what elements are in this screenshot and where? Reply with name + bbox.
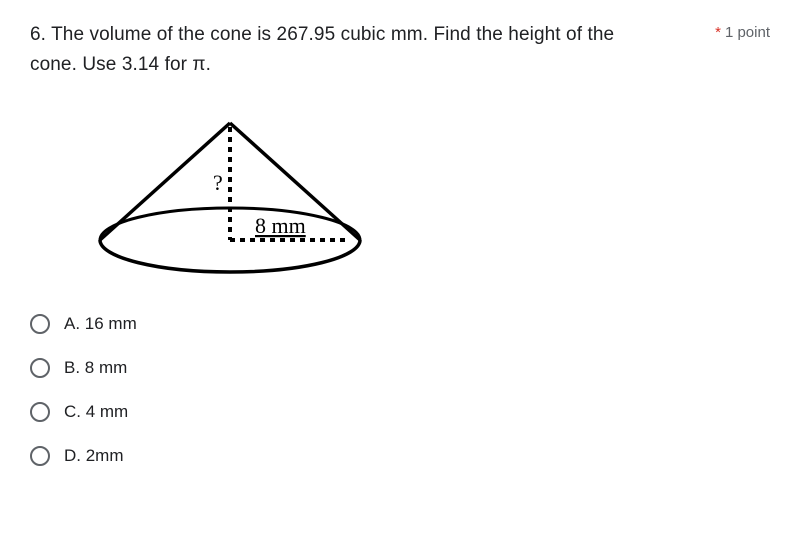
option-c[interactable]: C. 4 mm: [30, 402, 770, 422]
option-label: B. 8 mm: [64, 358, 127, 378]
left-slant: [100, 123, 230, 240]
cone-svg: ? 8 mm: [70, 105, 390, 285]
options-group: A. 16 mm B. 8 mm C. 4 mm D. 2mm: [30, 314, 770, 466]
required-asterisk: *: [715, 24, 721, 41]
option-label: C. 4 mm: [64, 402, 128, 422]
radio-icon: [30, 358, 50, 378]
height-label: ?: [213, 170, 223, 195]
question-number: 6.: [30, 24, 46, 45]
option-d[interactable]: D. 2mm: [30, 446, 770, 466]
radio-icon: [30, 402, 50, 422]
radius-label: 8 mm: [255, 213, 306, 238]
question-text: 6. The volume of the cone is 267.95 cubi…: [30, 20, 630, 81]
question-body: The volume of the cone is 267.95 cubic m…: [30, 24, 614, 75]
option-a[interactable]: A. 16 mm: [30, 314, 770, 334]
points-label: 1 point: [725, 24, 770, 41]
option-label: A. 16 mm: [64, 314, 137, 334]
radio-icon: [30, 446, 50, 466]
option-label: D. 2mm: [64, 446, 124, 466]
base-back-arc: [100, 208, 360, 240]
radio-icon: [30, 314, 50, 334]
points-indicator: *1 point: [715, 24, 770, 41]
question-header: 6. The volume of the cone is 267.95 cubi…: [30, 20, 770, 81]
cone-figure: ? 8 mm: [70, 105, 770, 290]
option-b[interactable]: B. 8 mm: [30, 358, 770, 378]
base-front-arc: [100, 240, 360, 272]
